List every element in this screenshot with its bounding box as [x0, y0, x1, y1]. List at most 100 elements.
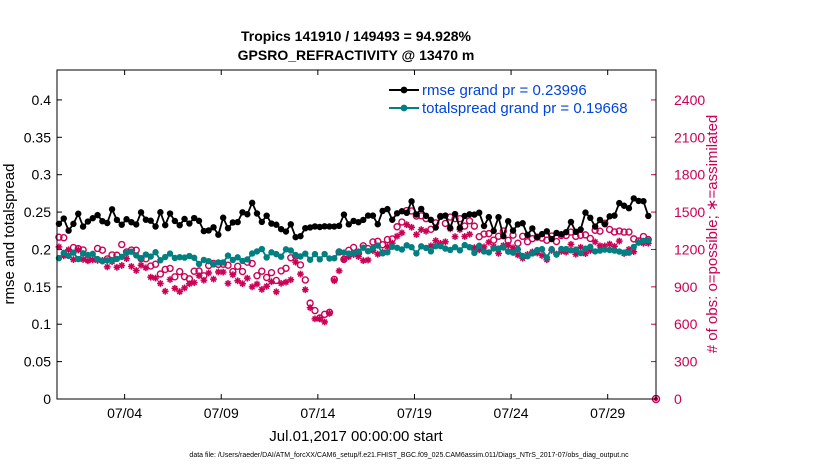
- totalspread-point: [70, 249, 77, 256]
- asterisk-stroke: [75, 247, 82, 253]
- rmse-point: [65, 227, 72, 234]
- rmse-point: [104, 219, 111, 227]
- obs-possible-marker: [258, 267, 266, 275]
- rmse-point: [331, 223, 338, 230]
- asterisk-stroke: [147, 274, 154, 281]
- rmse-point: [437, 213, 444, 220]
- obs-assimilated-marker: [268, 278, 275, 286]
- y-left-tick-label: 0.4: [32, 92, 52, 108]
- obs-assimilated-marker: [152, 274, 159, 282]
- rmse-point: [418, 205, 425, 213]
- totalspread-point: [239, 257, 246, 265]
- totalspread-point: [519, 252, 526, 260]
- rmse-point: [137, 209, 145, 216]
- obs-assimilated-marker: [219, 268, 227, 276]
- rmse-point: [606, 213, 613, 220]
- rmse-point: [596, 216, 604, 224]
- obs-possible-marker: [465, 217, 474, 225]
- rmse-point: [601, 221, 608, 228]
- asterisk-stroke: [442, 238, 449, 245]
- totalspread-point: [205, 257, 212, 265]
- rmse-point: [171, 217, 179, 225]
- rmse-point: [572, 228, 580, 236]
- asterisk-stroke: [225, 280, 231, 287]
- asterisk-stroke: [80, 256, 86, 263]
- obs-possible-marker: [272, 276, 281, 285]
- obs-assimilated-marker: [234, 277, 242, 285]
- legend: rmse grand pr = 0.23996 totalspread gran…: [388, 80, 646, 118]
- asterisk-stroke: [403, 221, 410, 228]
- obs-possible-marker: [301, 276, 309, 284]
- obs-assimilated-marker: [127, 262, 135, 270]
- obs-assimilated-marker: [166, 276, 174, 283]
- totalspread-point: [147, 253, 154, 260]
- obs-assimilated-marker: [326, 309, 333, 317]
- rmse-point: [200, 227, 208, 235]
- totalspread-point: [529, 250, 536, 257]
- rmse-point: [611, 212, 618, 219]
- obs-assimilated-marker: [210, 275, 217, 283]
- rmse-point: [118, 221, 125, 228]
- totalspread-point: [620, 249, 628, 256]
- asterisk-stroke: [577, 244, 584, 251]
- totalspread-point: [611, 247, 618, 254]
- rmse-point: [258, 218, 266, 226]
- x-tick-label: 07/19: [397, 405, 432, 421]
- totalspread-point: [171, 254, 179, 262]
- totalspread-point: [422, 244, 430, 252]
- x-tick-label: 07/29: [590, 405, 625, 421]
- x-tick-label: 07/09: [204, 405, 239, 421]
- totalspread-point: [60, 249, 67, 257]
- totalspread-point: [302, 250, 309, 257]
- totalspread-point: [553, 251, 560, 258]
- asterisk-stroke: [321, 319, 328, 325]
- totalspread-point: [524, 253, 531, 260]
- rmse-point: [640, 197, 647, 205]
- asterisk-stroke: [312, 315, 318, 322]
- asterisk-stroke: [384, 243, 391, 250]
- totalspread-point: [548, 245, 555, 253]
- rmse-point: [273, 221, 280, 228]
- totalspread-point: [181, 254, 188, 261]
- plot-area: 0 0.05 0.1 0.15 0.2 0.25 0.3 0.35 0.4 0 300 600 900 1…: [24, 70, 705, 421]
- obs-possible-marker: [253, 272, 261, 280]
- rmse-point: [485, 213, 493, 221]
- totalspread-point: [113, 255, 121, 263]
- obs-possible-marker: [98, 246, 107, 254]
- asterisk-stroke: [268, 278, 275, 285]
- totalspread-point: [495, 245, 502, 252]
- y-right-tick-label: 300: [674, 354, 698, 370]
- obs-possible-marker: [262, 273, 271, 282]
- rmse-point: [480, 222, 488, 230]
- asterisk-stroke: [176, 288, 183, 295]
- rmse-point: [403, 209, 410, 217]
- rmse-point: [466, 211, 473, 218]
- totalspread-point: [219, 259, 227, 266]
- rmse-point: [490, 227, 497, 235]
- obs-assimilated-marker: [181, 284, 188, 292]
- totalspread-point: [350, 250, 357, 257]
- rmse-point: [369, 212, 377, 219]
- obs-assimilated-marker: [229, 271, 237, 279]
- y-right-tick-label: 900: [674, 279, 698, 295]
- asterisk-stroke: [418, 226, 425, 233]
- obs-assimilated-marker: [297, 270, 304, 278]
- rmse-point: [379, 207, 386, 215]
- totalspread-point: [345, 250, 352, 257]
- totalspread-point: [292, 251, 299, 259]
- totalspread-point: [157, 257, 164, 264]
- totalspread-point: [277, 253, 285, 260]
- rmse-point: [79, 223, 87, 230]
- asterisk-stroke: [234, 277, 241, 284]
- obs-possible-marker: [369, 238, 377, 246]
- asterisk-stroke: [292, 259, 299, 266]
- asterisk-stroke: [104, 263, 111, 270]
- asterisk-stroke: [394, 233, 400, 240]
- rmse-point: [509, 227, 517, 234]
- totalspread-point: [408, 244, 415, 251]
- obs-assimilated-marker: [282, 278, 290, 286]
- rmse-point: [335, 222, 343, 230]
- totalspread-point: [567, 247, 575, 254]
- rmse-point: [205, 227, 212, 234]
